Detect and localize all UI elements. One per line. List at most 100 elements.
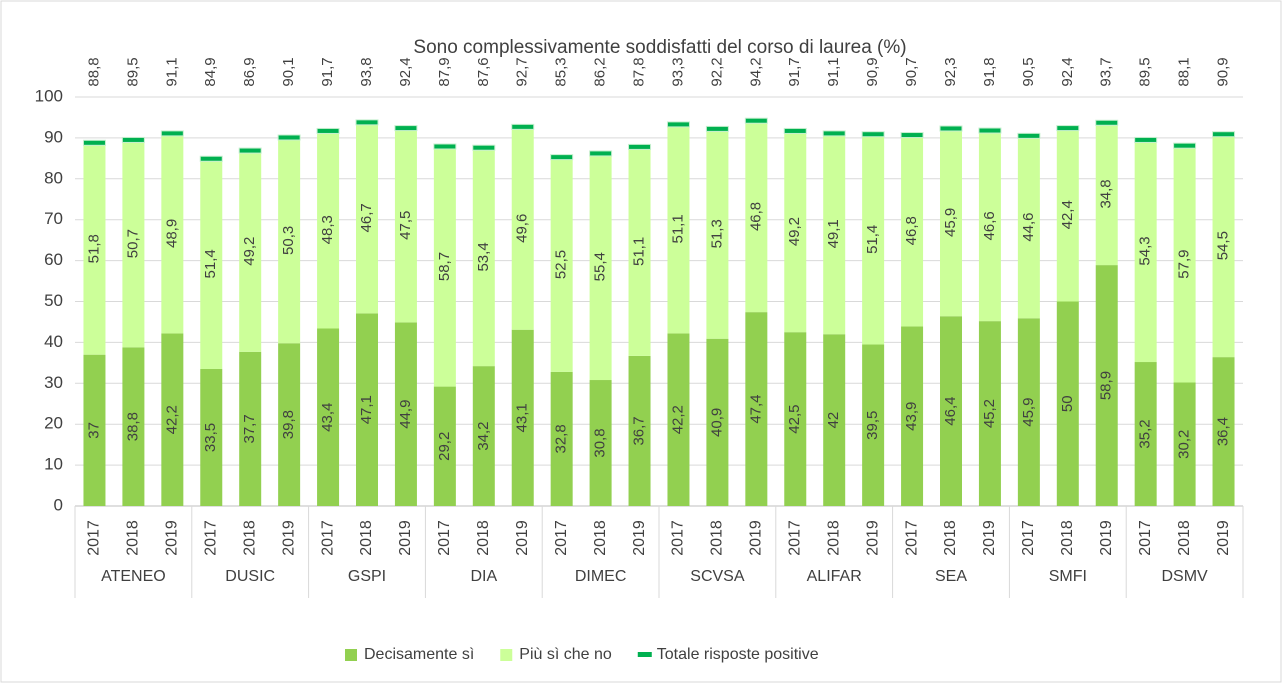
bar-segment bbox=[1056, 128, 1079, 302]
x-tick-label: 2018 bbox=[1176, 520, 1193, 556]
total-marker bbox=[355, 119, 379, 126]
bar-segment bbox=[862, 344, 885, 506]
bar-label: 51,8 bbox=[85, 234, 102, 263]
x-tick-label: 2017 bbox=[553, 520, 570, 556]
bar-label: 42 bbox=[825, 412, 842, 429]
bar-segment bbox=[1134, 139, 1157, 363]
x-tick-label: 2018 bbox=[942, 520, 959, 556]
total-label: 90,9 bbox=[1215, 57, 1232, 86]
bar-label: 35,2 bbox=[1137, 419, 1154, 448]
group-label: GSPI bbox=[348, 568, 386, 585]
total-label: 94,2 bbox=[747, 57, 764, 86]
total-label: 91,8 bbox=[981, 57, 998, 86]
bar-label: 52,5 bbox=[553, 250, 570, 279]
bar-label: 45,9 bbox=[1020, 398, 1037, 427]
bar-label: 49,2 bbox=[786, 217, 803, 246]
bar-segment bbox=[433, 146, 456, 387]
bar-segment bbox=[239, 351, 262, 506]
total-marker bbox=[277, 134, 301, 141]
group-label: SCVSA bbox=[690, 568, 745, 585]
x-tick-label: 2018 bbox=[241, 520, 258, 556]
bar-segment bbox=[122, 139, 145, 348]
bar-label: 34,8 bbox=[1098, 179, 1115, 208]
bar-segment bbox=[978, 321, 1001, 506]
total-label: 85,3 bbox=[553, 57, 570, 86]
legend-swatch bbox=[345, 649, 357, 661]
bar-segment bbox=[1212, 357, 1235, 506]
total-label: 91,1 bbox=[163, 57, 180, 86]
x-tick-label: 2018 bbox=[125, 520, 142, 556]
legend-label: Più sì che no bbox=[519, 646, 612, 663]
legend-label: Totale risposte positive bbox=[657, 646, 819, 663]
legend-swatch bbox=[500, 649, 513, 661]
x-tick-label: 2017 bbox=[202, 520, 219, 556]
bar-label: 49,1 bbox=[825, 219, 842, 248]
legend-swatch bbox=[637, 652, 652, 657]
total-marker bbox=[199, 155, 223, 162]
bar-segment bbox=[1173, 382, 1196, 506]
bar-label: 42,2 bbox=[163, 405, 180, 434]
bar-label: 46,6 bbox=[981, 211, 998, 240]
x-tick-label: 2018 bbox=[825, 520, 842, 556]
total-marker bbox=[511, 123, 535, 130]
bar-label: 36,7 bbox=[631, 416, 648, 445]
bar-label: 53,4 bbox=[475, 242, 492, 271]
total-label: 88,1 bbox=[1176, 57, 1193, 86]
bar-segment bbox=[628, 146, 651, 356]
bar-segment bbox=[394, 128, 417, 323]
bar-segment bbox=[550, 157, 573, 372]
y-tick-label: 60 bbox=[44, 250, 63, 269]
bar-segment bbox=[901, 135, 924, 327]
bar-segment bbox=[278, 343, 301, 506]
x-tick-label: 2017 bbox=[903, 520, 920, 556]
x-tick-label: 2019 bbox=[1098, 520, 1115, 556]
group-label: DUSIC bbox=[225, 568, 275, 585]
total-label: 90,5 bbox=[1020, 57, 1037, 86]
bar-segment bbox=[200, 368, 223, 506]
y-tick-label: 0 bbox=[54, 495, 63, 514]
x-tick-label: 2018 bbox=[1059, 520, 1076, 556]
x-tick-label: 2019 bbox=[631, 520, 648, 556]
total-marker bbox=[433, 143, 457, 150]
bar-label: 42,2 bbox=[669, 405, 686, 434]
total-marker bbox=[628, 143, 652, 150]
total-label: 91,7 bbox=[786, 57, 803, 86]
x-tick-label: 2018 bbox=[709, 520, 726, 556]
bar-label: 46,4 bbox=[942, 397, 959, 426]
bar-segment bbox=[589, 380, 612, 506]
bar-label: 51,1 bbox=[669, 214, 686, 243]
bar-segment bbox=[472, 366, 495, 506]
x-tick-label: 2017 bbox=[1020, 520, 1037, 556]
bar-segment bbox=[200, 158, 223, 369]
bar-segment bbox=[745, 120, 768, 313]
bar-segment bbox=[940, 128, 962, 317]
total-marker bbox=[238, 147, 262, 154]
bar-segment bbox=[83, 142, 106, 355]
y-tick-label: 40 bbox=[44, 332, 63, 351]
total-marker bbox=[978, 127, 1002, 134]
total-marker bbox=[1134, 136, 1158, 143]
y-tick-label: 100 bbox=[35, 86, 63, 105]
total-marker bbox=[939, 125, 963, 132]
total-marker bbox=[900, 132, 924, 139]
x-tick-label: 2017 bbox=[319, 520, 336, 556]
bar-segment bbox=[1095, 122, 1118, 266]
bar-label: 51,3 bbox=[708, 219, 725, 248]
bar-label: 33,5 bbox=[202, 423, 219, 452]
total-label: 91,7 bbox=[319, 57, 336, 86]
bar-label: 40,9 bbox=[708, 408, 725, 437]
legend-label: Decisamente sì bbox=[364, 646, 474, 663]
bar-label: 46,8 bbox=[903, 216, 920, 245]
total-label: 86,9 bbox=[241, 57, 258, 86]
x-tick-label: 2019 bbox=[514, 520, 531, 556]
bar-segment bbox=[161, 133, 184, 334]
bar-segment bbox=[1017, 318, 1040, 506]
total-marker bbox=[1056, 125, 1080, 132]
bar-segment bbox=[862, 134, 885, 345]
x-tick-label: 2019 bbox=[164, 520, 181, 556]
total-marker bbox=[394, 125, 418, 132]
x-tick-label: 2019 bbox=[280, 520, 297, 556]
group-label: SMFI bbox=[1049, 568, 1087, 585]
bar-label: 46,7 bbox=[358, 203, 375, 232]
y-tick-label: 10 bbox=[44, 455, 63, 474]
